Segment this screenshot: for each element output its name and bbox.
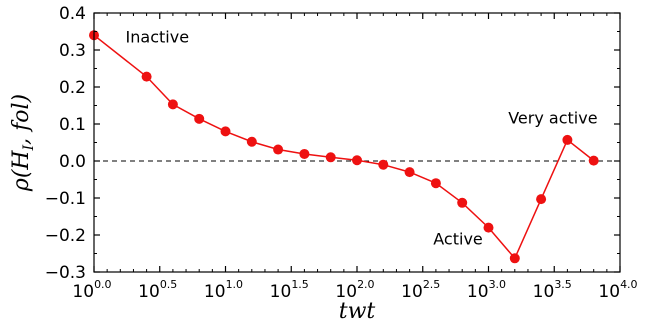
data-point xyxy=(299,148,310,159)
y-axis-label: ρ(HI, fol) xyxy=(9,94,37,192)
data-point xyxy=(352,155,362,166)
plot-frame xyxy=(93,12,621,273)
x-tick-label: 101.0 xyxy=(204,278,243,302)
y-tick-label: −0.3 xyxy=(45,263,86,283)
data-point xyxy=(220,126,231,137)
data-point xyxy=(509,253,520,264)
data-point xyxy=(562,134,573,145)
y-tick-label: −0.1 xyxy=(45,189,86,209)
data-point xyxy=(404,167,415,178)
data-point xyxy=(167,99,178,110)
x-tick-label: 100.0 xyxy=(72,278,111,302)
data-point xyxy=(430,178,441,189)
x-tick-label: 104.0 xyxy=(598,278,637,302)
annotation-label: Very active xyxy=(508,109,597,128)
y-tick-label: 0.0 xyxy=(59,152,86,172)
x-tick-label: 101.5 xyxy=(270,278,309,302)
y-tick-label: 0.1 xyxy=(59,115,86,135)
annotation-label: Active xyxy=(433,229,483,248)
data-point xyxy=(457,197,468,208)
data-point xyxy=(378,159,389,170)
x-tick-label: 102.5 xyxy=(401,278,440,302)
x-tick-label: 103.5 xyxy=(533,278,572,302)
x-tick-label: 100.5 xyxy=(138,278,177,302)
data-point xyxy=(273,144,284,155)
data-point xyxy=(246,136,257,147)
y-tick-label: 0.3 xyxy=(59,41,86,61)
data-point xyxy=(194,113,205,124)
annotations-layer: Inactive Very active Active xyxy=(126,28,598,249)
data-point xyxy=(588,155,599,166)
x-axis-label: twt xyxy=(339,299,376,324)
annotation-label: Inactive xyxy=(126,28,190,47)
data-point xyxy=(483,222,494,233)
x-tick-label: 102.0 xyxy=(335,278,374,302)
y-tick-label: 0.4 xyxy=(59,4,86,24)
series-layer xyxy=(89,30,599,264)
data-point xyxy=(536,194,547,205)
series-line xyxy=(93,34,595,260)
data-point xyxy=(325,152,336,163)
x-tick-label: 103.0 xyxy=(467,278,506,302)
y-tick-label: −0.2 xyxy=(45,226,86,246)
y-tick-label: 0.2 xyxy=(59,78,86,98)
data-point xyxy=(141,71,152,82)
